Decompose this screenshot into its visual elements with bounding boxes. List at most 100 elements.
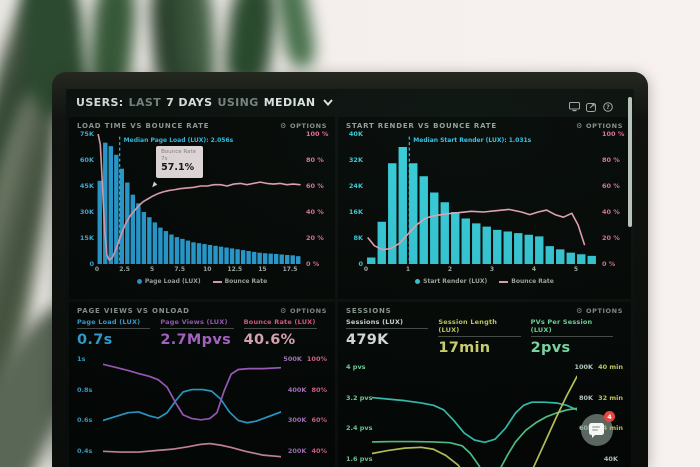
axis-tick-label: 0 %: [602, 260, 616, 268]
dashboard-title[interactable]: USERS: LAST 7 DAYS USING MEDIAN: [76, 96, 333, 109]
panel-title: START RENDER VS BOUNCE RATE: [346, 122, 497, 130]
axis-tick-label: 40 %: [306, 208, 324, 216]
page-views-line-chart[interactable]: [103, 351, 281, 459]
axis-tick-label: 20 %: [602, 234, 620, 242]
axis-tick-label: 8K: [353, 234, 363, 242]
metric-page-load: Page Load (LUX) 0.7s: [77, 318, 160, 348]
gear-icon: ⚙: [280, 121, 287, 130]
axis-tick-label: 12.5: [227, 266, 243, 273]
x-axis: 0 1 2 3 4 5: [364, 266, 597, 275]
start-render-histogram[interactable]: Median Start Render (LUX): 1.031s: [366, 134, 597, 264]
axis-tick-label: 0.4s: [77, 447, 93, 456]
gear-icon: ⚙: [576, 306, 583, 315]
notification-badge: 4: [604, 411, 615, 422]
panel-sessions: SESSIONS ⚙ OPTIONS Sessions (LUX) 479K Se…: [338, 302, 631, 467]
axis-tick-label: 15: [258, 266, 267, 273]
axis-tick-label: 100 %: [602, 130, 625, 138]
axis-tick-label: 40 %: [602, 208, 620, 216]
axis-tick-label: 100K 40 min: [574, 362, 623, 371]
options-button[interactable]: ⚙ OPTIONS: [280, 121, 327, 130]
axis-tick-label: 300K 60%: [287, 416, 327, 425]
metric-row: Page Load (LUX) 0.7s Page Views (LUX) 2.…: [77, 318, 327, 348]
y-axis-left: 40K 32K 24K 16K 8K 0: [346, 130, 366, 268]
axis-tick-label: 7.5: [174, 266, 186, 273]
axis-tick-label: 4 pvs: [346, 362, 366, 371]
chart-legend: Page Load (LUX) Bounce Rate: [77, 278, 327, 285]
axis-tick-label: 0.6s: [77, 416, 93, 425]
axis-tick-label: 15K: [79, 234, 94, 242]
legend-item: Start Render (LUX): [415, 278, 487, 285]
axis-tick-label: 2: [447, 266, 453, 273]
axis-tick-label: 17.5: [282, 266, 298, 273]
median-annotation: Median Start Render (LUX): 1.031s: [413, 137, 532, 144]
axis-tick-label: 3: [489, 266, 495, 273]
dashboard-header: USERS: LAST 7 DAYS USING MEDIAN: [66, 89, 634, 115]
metric-page-views: Page Views (LUX) 2.7Mpvs: [160, 318, 243, 348]
header-icon-group: ?: [569, 97, 614, 112]
scrollbar-thumb[interactable]: [628, 97, 632, 227]
title-median: MEDIAN: [263, 95, 316, 109]
gear-icon: ⚙: [280, 306, 287, 315]
axis-tick-label: 10: [203, 266, 212, 273]
axis-tick-label: 75K: [79, 130, 94, 138]
axis-tick-label: 400K 80%: [287, 385, 327, 394]
axis-tick-label: 0.8s: [77, 385, 93, 394]
axis-tick-label: 4: [531, 266, 537, 273]
axis-tick-label: 24K: [348, 182, 363, 190]
y-axis-right: 500K 100% 400K 80% 300K 60% 200K 40%: [281, 351, 327, 459]
axis-tick-label: 16K: [348, 208, 363, 216]
y-axis-left: 4 pvs 3.2 pvs 2.4 pvs 1.6 pvs: [346, 359, 373, 467]
axis-tick-label: 20 %: [306, 234, 324, 242]
sessions-line-chart[interactable]: [372, 359, 577, 467]
axis-tick-label: 0: [358, 260, 363, 268]
x-axis: 0 2.5 5 7.5 10 12.5 15 17.5: [94, 266, 301, 275]
axis-tick-label: 5: [573, 266, 579, 273]
panel-title: LOAD TIME VS BOUNCE RATE: [77, 122, 210, 130]
chevron-down-icon[interactable]: [322, 96, 333, 109]
options-button[interactable]: ⚙ OPTIONS: [576, 306, 623, 315]
axis-tick-label: 100 %: [306, 130, 329, 138]
title-last: LAST: [128, 95, 162, 109]
chat-widget-button[interactable]: 4: [581, 411, 615, 446]
tooltip-title: Bounce Rate: [161, 148, 197, 155]
axis-tick-label: 0: [94, 266, 100, 273]
metric-row: Sessions (LUX) 479K Session Length (LUX)…: [346, 318, 623, 356]
axis-tick-label: 80K 32 min: [578, 393, 623, 402]
help-icon[interactable]: ?: [603, 97, 614, 112]
axis-tick-label: 60 %: [306, 182, 324, 190]
chart-legend: Start Render (LUX) Bounce Rate: [346, 278, 623, 285]
options-button[interactable]: ⚙ OPTIONS: [576, 121, 623, 130]
options-button[interactable]: ⚙ OPTIONS: [280, 306, 327, 315]
title-days: 7 DAYS: [166, 95, 213, 109]
axis-tick-label: 60 %: [602, 182, 620, 190]
metric-pvs-per-session: PVs Per Session (LUX) 2pvs: [530, 318, 623, 356]
legend-dot-icon: [415, 279, 421, 284]
metric-session-length: Session Length (LUX) 17min: [438, 318, 530, 356]
dashboard-screen: USERS: LAST 7 DAYS USING MEDIAN: [66, 89, 634, 467]
title-using: USING: [217, 95, 259, 109]
axis-tick-label: 200K 40%: [287, 447, 327, 456]
axis-tick-label: 1: [405, 266, 411, 273]
axis-tick-label: 5: [150, 266, 155, 273]
panel-title: PAGE VIEWS VS ONLOAD: [77, 307, 190, 315]
axis-tick-label: 500K 100%: [283, 354, 327, 363]
load-time-histogram[interactable]: Median Page Load (LUX): 2.056s Bounce Ra…: [97, 134, 301, 264]
axis-tick-label: 1s: [77, 354, 86, 363]
axis-tick-label: 40K: [603, 455, 618, 464]
gear-icon: ⚙: [576, 121, 583, 130]
tooltip-sub: 7s: [161, 155, 168, 162]
title-users: USERS:: [76, 95, 124, 109]
share-icon[interactable]: [586, 97, 597, 112]
axis-tick-label: 0: [89, 260, 94, 268]
axis-tick-label: 30K: [79, 208, 94, 216]
axis-tick-label: 1.6 pvs: [346, 455, 373, 464]
panel-title: SESSIONS: [346, 307, 392, 315]
legend-dot-icon: [136, 279, 142, 284]
panel-start-render-vs-bounce-rate: START RENDER VS BOUNCE RATE ⚙ OPTIONS 40K…: [338, 117, 631, 299]
y-axis-right: 100 % 80 % 60 % 40 % 20 % 0 %: [301, 130, 328, 268]
panel-load-time-vs-bounce-rate: LOAD TIME VS BOUNCE RATE ⚙ OPTIONS 75K 60K…: [69, 117, 335, 299]
median-annotation: Median Page Load (LUX): 2.056s: [123, 137, 234, 144]
legend-line-icon: [499, 280, 509, 283]
legend-line-icon: [212, 280, 222, 283]
monitor-icon[interactable]: [569, 97, 580, 112]
